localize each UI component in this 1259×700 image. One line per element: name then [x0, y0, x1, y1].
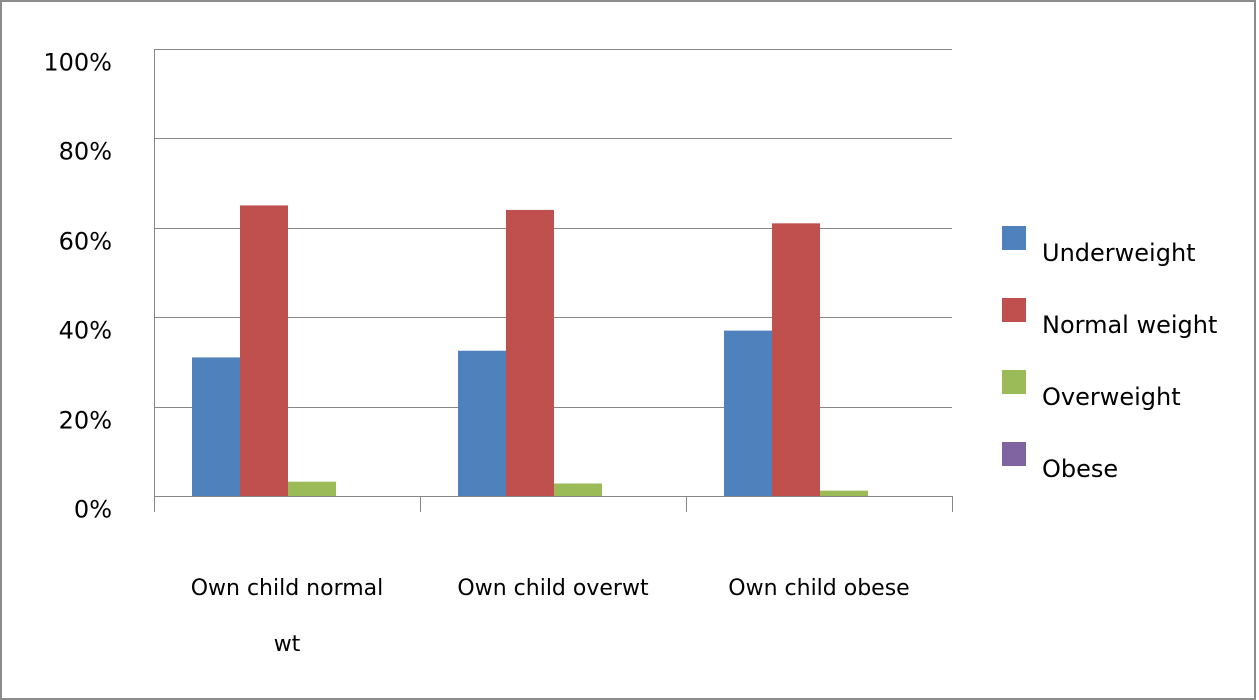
x-tick-label: Own child obese: [728, 576, 909, 601]
bar-chart: 0% 20% 40% 60% 80% 100% Own child normal wt Own …: [43, 49, 1217, 658]
legend-swatch: [1002, 442, 1026, 466]
bar-underweight: [458, 350, 506, 496]
legend-swatch: [1002, 226, 1026, 250]
x-tick-label: Own child normal: [191, 576, 384, 601]
y-tick-label: 20%: [59, 407, 112, 435]
x-tick-label: wt: [274, 632, 301, 657]
legend-label: Obese: [1042, 455, 1118, 483]
y-tick-label: 80%: [59, 138, 112, 166]
bar-underweight: [724, 330, 772, 496]
bar-underweight: [192, 357, 240, 496]
legend-label: Underweight: [1042, 239, 1196, 267]
bar-normal-weight: [772, 223, 820, 496]
legend-swatch: [1002, 370, 1026, 394]
y-tick-label: 100%: [43, 49, 112, 77]
legend-label: Overweight: [1042, 383, 1181, 411]
x-tick-label: Own child overwt: [457, 576, 649, 601]
y-tick-label: 40%: [59, 317, 112, 345]
bar-overweight: [820, 490, 868, 496]
y-tick-label: 0%: [74, 496, 112, 524]
bar-overweight: [288, 481, 336, 496]
legend-label: Normal weight: [1042, 311, 1217, 339]
y-tick-label: 60%: [59, 228, 112, 256]
bar-normal-weight: [506, 209, 554, 497]
bar-normal-weight: [240, 205, 288, 496]
legend-swatch: [1002, 298, 1026, 322]
bar-overweight: [554, 483, 602, 496]
